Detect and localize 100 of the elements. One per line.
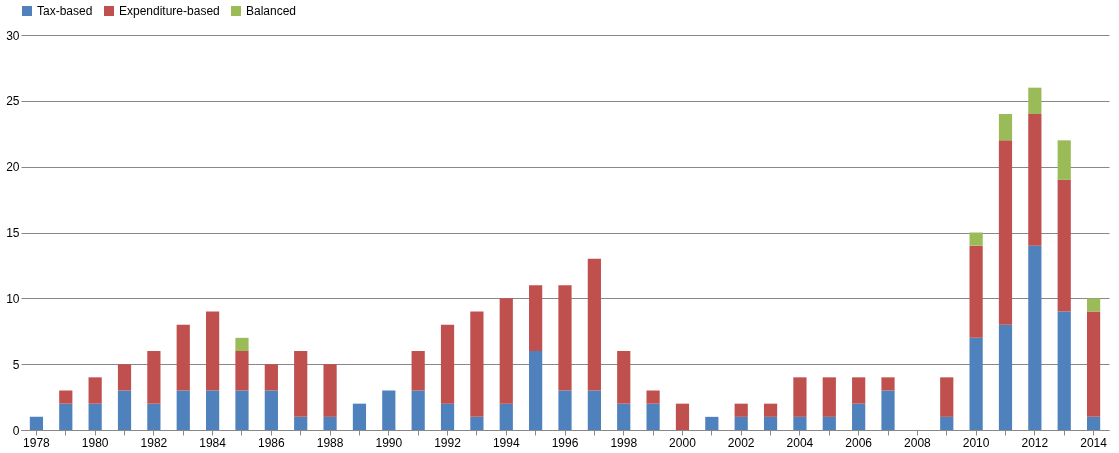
bar xyxy=(1028,245,1042,430)
y-tick-label: 10 xyxy=(6,291,20,306)
bar xyxy=(940,377,954,417)
y-tick-label: 30 xyxy=(6,28,20,43)
x-tick-label: 1992 xyxy=(434,435,462,450)
bar xyxy=(558,390,572,430)
bar xyxy=(969,337,983,430)
bar xyxy=(763,403,778,417)
x-tick-label: 2010 xyxy=(962,435,990,450)
bar xyxy=(470,416,484,430)
bar xyxy=(998,140,1013,325)
x-tick-label: 2008 xyxy=(904,435,932,450)
bar xyxy=(59,390,73,404)
bar xyxy=(529,285,543,351)
bar xyxy=(352,403,367,430)
bar xyxy=(881,390,895,430)
bar xyxy=(294,351,308,417)
y-tick-label: 20 xyxy=(6,160,20,175)
bar xyxy=(235,390,249,430)
bar xyxy=(117,364,132,391)
x-tick-label: 1978 xyxy=(23,435,51,450)
x-tick-label: 1988 xyxy=(316,435,344,450)
x-tick-label: 2006 xyxy=(845,435,873,450)
bar xyxy=(176,390,190,430)
legend-label: Balanced xyxy=(246,4,297,18)
legend-label: Expenditure-based xyxy=(119,4,220,18)
bar xyxy=(59,403,73,430)
bar xyxy=(852,403,866,430)
bar xyxy=(264,390,278,430)
bar xyxy=(822,416,836,430)
bar xyxy=(822,377,836,417)
y-tick-label: 25 xyxy=(6,94,20,109)
bar xyxy=(411,351,425,391)
bar xyxy=(147,351,161,404)
bar xyxy=(558,285,572,391)
bar xyxy=(763,416,778,430)
legend-label: Tax-based xyxy=(37,4,93,18)
bar xyxy=(617,351,631,404)
bar xyxy=(206,390,220,430)
bar xyxy=(440,324,455,404)
bar xyxy=(617,403,631,430)
bar xyxy=(235,351,249,391)
bar xyxy=(411,390,425,430)
bar xyxy=(734,403,748,417)
x-tick-label: 1980 xyxy=(81,435,109,450)
bar xyxy=(529,351,543,430)
x-tick-label: 2004 xyxy=(786,435,814,450)
bar xyxy=(1028,114,1042,246)
bar xyxy=(675,403,690,430)
bar xyxy=(1028,87,1042,114)
x-tick-label: 1990 xyxy=(375,435,403,450)
bar xyxy=(881,377,895,391)
y-tick-label: 5 xyxy=(12,357,20,372)
y-tick-label: 15 xyxy=(6,226,20,240)
bar xyxy=(793,416,807,430)
x-tick-label: 1986 xyxy=(257,435,286,450)
x-tick-label: 1998 xyxy=(610,435,638,450)
x-tick-label: 2012 xyxy=(1021,435,1049,450)
bar xyxy=(1057,311,1071,430)
bar xyxy=(852,377,866,404)
bar xyxy=(646,390,660,404)
bar xyxy=(705,416,719,430)
x-tick-label: 2002 xyxy=(727,435,755,450)
x-tick-label: 2000 xyxy=(669,435,697,450)
bar xyxy=(1086,298,1101,312)
bar xyxy=(29,416,44,430)
bar xyxy=(734,416,748,430)
bar xyxy=(1086,311,1101,417)
bar xyxy=(1057,140,1071,180)
bar xyxy=(264,364,278,391)
bar xyxy=(587,258,601,391)
bar xyxy=(206,311,220,391)
bar xyxy=(88,403,102,430)
bar xyxy=(440,403,455,430)
bar xyxy=(88,377,102,404)
x-tick-label: 2014 xyxy=(1080,435,1108,450)
bar xyxy=(998,114,1013,141)
x-tick-label: 1982 xyxy=(140,435,168,450)
bar xyxy=(998,324,1013,430)
bar xyxy=(940,416,954,430)
bar xyxy=(294,416,308,430)
bar xyxy=(323,416,337,430)
bar xyxy=(117,390,132,430)
bar xyxy=(499,298,513,404)
bar xyxy=(646,403,660,430)
bar xyxy=(323,364,337,417)
bar xyxy=(235,337,249,351)
bar xyxy=(1057,179,1071,312)
bar xyxy=(587,390,601,430)
bar xyxy=(1086,416,1101,430)
bar xyxy=(969,232,983,246)
bar xyxy=(499,403,513,430)
y-tick-label: 0 xyxy=(12,423,20,438)
bar xyxy=(382,390,396,430)
x-tick-label: 1994 xyxy=(492,435,520,450)
bar xyxy=(176,324,190,391)
bar xyxy=(470,311,484,417)
bar xyxy=(793,377,807,417)
bar xyxy=(147,403,161,430)
x-tick-label: 1996 xyxy=(551,435,579,450)
